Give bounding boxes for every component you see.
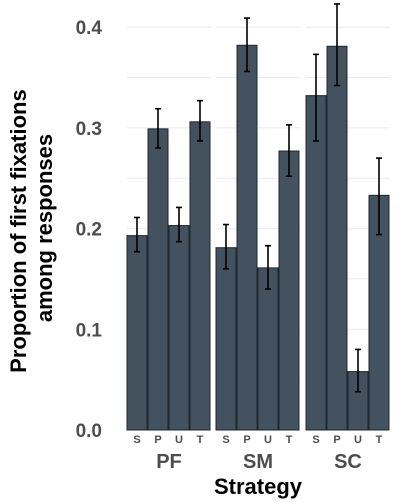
x-axis-title: Strategy [214,474,303,499]
x-tick-label: U [354,434,362,446]
bar-PF-T [189,121,211,431]
y-tick-label: 0.1 [76,320,103,341]
facet-label-sc: SC [334,451,362,473]
x-tick-label: S [222,434,229,446]
y-axis-ticks: 0.0 0.1 0.2 0.3 0.4 [76,18,103,442]
bar-SM-P [236,44,258,431]
error-bar-SC-U [355,348,361,393]
y-tick-label: 0.2 [76,220,102,241]
x-tick-label: S [312,434,319,446]
error-bar-PF-S [134,216,140,253]
bar-PF-U [168,225,190,431]
x-tick-label: S [133,434,140,446]
error-bar-SM-T [286,124,292,177]
y-axis-title-line-1: Proportion of first fixations [6,89,31,373]
facet-label-sm: SM [243,451,273,473]
x-tick-label: P [333,434,340,446]
x-tick-label: T [286,434,293,446]
error-bar-SC-S [313,53,319,142]
x-tick-label: P [243,434,250,446]
x-tick-label: U [264,434,272,446]
error-bar-PF-U [176,206,182,243]
x-tick-label: U [175,434,183,446]
x-tick-label: T [197,434,204,446]
error-bar-SM-P [244,17,250,73]
facet-label-pf: PF [156,451,182,473]
bar-SC-P [326,45,348,431]
error-bar-SM-S [223,223,229,270]
bar-SM-S [215,247,237,431]
y-tick-label: 0.4 [76,18,103,39]
bar-SM-U [257,267,279,431]
bars [126,44,390,431]
y-axis-title-line-2: among responses [32,134,57,322]
bar-SM-T [278,150,300,431]
bar-PF-P [147,128,169,431]
error-bar-SC-T [376,157,382,236]
error-bar-PF-T [197,99,203,142]
error-bar-SC-P [334,3,340,87]
error-bar-SM-U [265,244,271,290]
x-tick-label: T [376,434,383,446]
y-tick-label: 0.0 [76,421,102,442]
bar-PF-S [126,235,148,431]
error-bars [134,3,382,393]
facet-labels: PF SM SC [156,451,362,473]
bar-SC-S [305,95,327,431]
x-tick-label: P [154,434,161,446]
y-tick-label: 0.3 [76,119,102,140]
y-axis-title: Proportion of first fixations among resp… [6,83,57,373]
error-bar-PF-P [155,107,161,149]
